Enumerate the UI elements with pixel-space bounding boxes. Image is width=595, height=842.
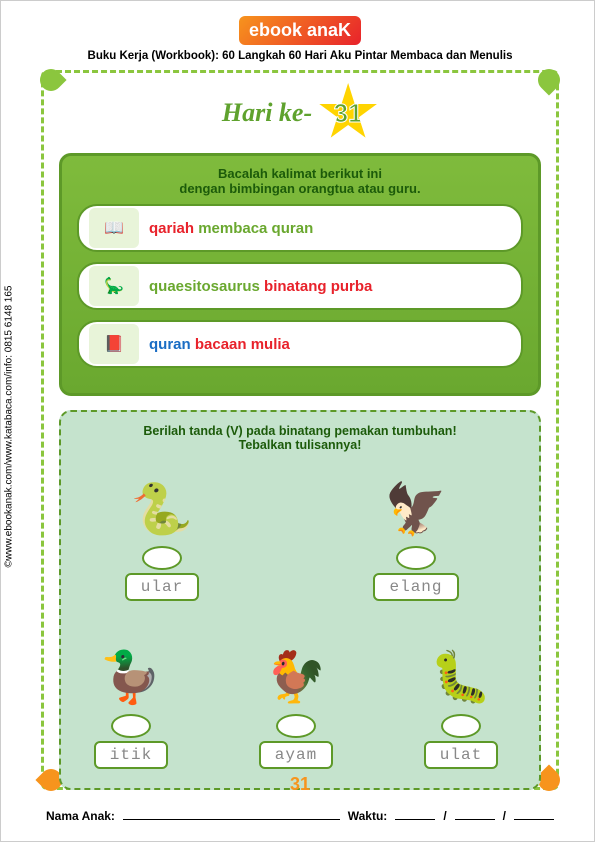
animal-label[interactable]: ulat [424,741,498,769]
sentence-card: 📕 quran bacaan mulia [77,320,523,368]
logo: ebook anaK [41,16,559,45]
check-oval[interactable] [441,714,481,738]
sentence-text: quaesitosaurus binatang purba [149,278,372,295]
day-prefix: Hari ke- [222,98,312,128]
page-number: 31 [41,774,559,795]
animal-item-itik: 🦆 itik [76,632,186,769]
reading-section: Bacalah kalimat berikut ini dengan bimbi… [59,153,541,396]
main-frame: Hari ke- 31 Bacalah kalimat berikut ini … [41,70,559,790]
check-oval[interactable] [396,546,436,570]
sentence-card: 🦕 quaesitosaurus binatang purba [77,262,523,310]
sentence-icon: 📖 [89,208,139,248]
animal-item-ulat: 🐛 ulat [406,632,516,769]
animal-label[interactable]: ayam [259,741,333,769]
animal-image: 🦅 [361,464,471,554]
instruction-2: Berilah tanda (V) pada binatang pemakan … [71,424,529,452]
check-oval[interactable] [111,714,151,738]
waktu-label: Waktu: [348,809,388,823]
animal-image: 🐓 [241,632,351,722]
page: ©www.ebookanak.com/www.katabaca.com/info… [1,1,594,841]
nama-input-line[interactable] [123,819,340,820]
workbook-title: Buku Kerja (Workbook): 60 Langkah 60 Har… [41,50,559,62]
animal-label[interactable]: itik [94,741,168,769]
check-oval[interactable] [276,714,316,738]
animal-image: 🐛 [406,632,516,722]
nama-label: Nama Anak: [46,809,115,823]
animal-item-ayam: 🐓 ayam [241,632,351,769]
animal-label[interactable]: elang [373,573,458,601]
animal-image: 🦆 [76,632,186,722]
animal-image: 🐍 [107,464,217,554]
day-number: 31 [334,98,363,129]
animal-label[interactable]: ular [125,573,199,601]
logo-text: ebook anaK [239,16,361,45]
sentence-text: qariah membaca quran [149,220,313,237]
instruction-1: Bacalah kalimat berikut ini dengan bimbi… [77,166,523,196]
animal-item-ular: 🐍 ular [107,464,217,601]
footer: Nama Anak: Waktu: / / [41,809,559,823]
star-icon: 31 [318,83,378,143]
sentence-card: 📖 qariah membaca quran [77,204,523,252]
sentence-icon: 🦕 [89,266,139,306]
sentence-text: quran bacaan mulia [149,336,290,353]
waktu-input-3[interactable] [514,819,554,820]
waktu-input-1[interactable] [395,819,435,820]
sidebar-credit: ©www.ebookanak.com/www.katabaca.com/info… [4,286,15,568]
animal-item-elang: 🦅 elang [361,464,471,601]
check-oval[interactable] [142,546,182,570]
waktu-input-2[interactable] [455,819,495,820]
animals-section: Berilah tanda (V) pada binatang pemakan … [59,410,541,790]
day-header: Hari ke- 31 [44,83,556,143]
sentence-icon: 📕 [89,324,139,364]
